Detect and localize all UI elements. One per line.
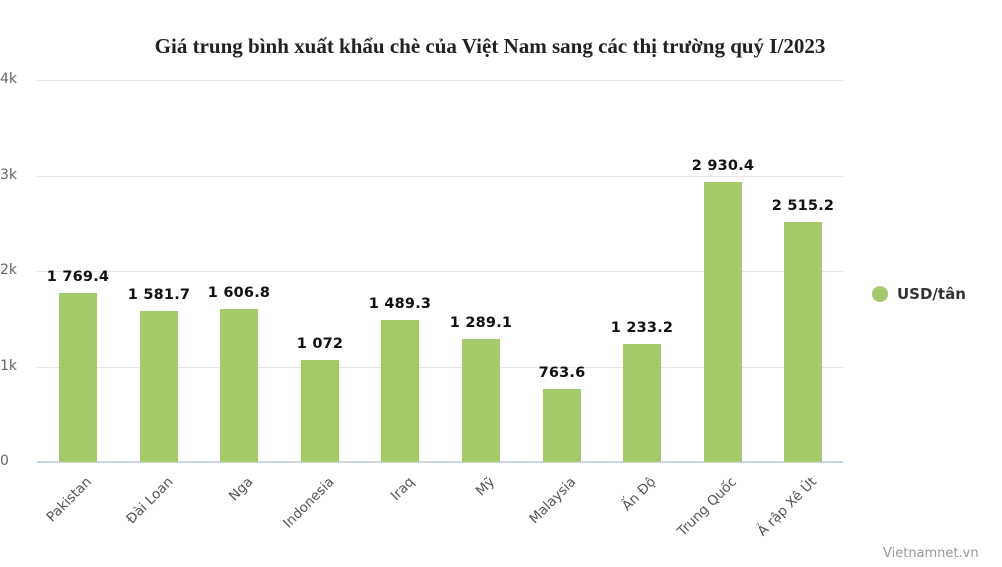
- legend-item-usd-tan[interactable]: USD/tân: [872, 285, 966, 303]
- gridline: [37, 367, 843, 368]
- bar[interactable]: [220, 309, 258, 462]
- bar[interactable]: [784, 222, 822, 462]
- bar[interactable]: [140, 311, 178, 462]
- bar[interactable]: [381, 320, 419, 462]
- y-axis-tick-label: 0: [0, 453, 9, 469]
- legend-marker-icon: [872, 286, 888, 302]
- x-axis-category-label: Nga: [225, 474, 257, 505]
- x-axis-line: [37, 461, 843, 463]
- y-axis-tick-label: 3k: [0, 167, 18, 183]
- y-axis-tick-label: 2k: [0, 262, 18, 278]
- data-label: 2 930.4: [691, 158, 755, 174]
- bar[interactable]: [543, 389, 581, 462]
- bar[interactable]: [623, 344, 661, 462]
- chart-title: Giá trung bình xuất khẩu chè của Việt Na…: [154, 34, 826, 58]
- bar[interactable]: [59, 293, 97, 462]
- data-label: 2 515.2: [771, 198, 835, 214]
- gridline: [37, 271, 843, 272]
- x-axis-category-label: Mỹ: [472, 474, 498, 500]
- x-axis-category-label: Trung Quốc: [674, 474, 740, 540]
- x-axis-category-label: Indonesia: [280, 474, 338, 532]
- source-credit: Vietnamnet.vn: [883, 546, 979, 561]
- data-label: 1 769.4: [46, 269, 110, 285]
- y-axis-tick-label: 1k: [0, 358, 18, 374]
- data-label: 763.6: [538, 365, 586, 381]
- x-axis-category-label: Pakistan: [43, 474, 95, 526]
- bar[interactable]: [301, 360, 339, 462]
- data-label: 1 072: [296, 336, 344, 352]
- bar[interactable]: [704, 182, 742, 462]
- bar[interactable]: [462, 339, 500, 462]
- data-label: 1 489.3: [368, 296, 432, 312]
- data-label: 1 233.2: [610, 320, 674, 336]
- data-label: 1 606.8: [207, 285, 271, 301]
- x-axis-category-label: Đài Loan: [123, 474, 177, 528]
- x-axis-category-label: Malaysia: [526, 474, 580, 528]
- x-axis-category-label: Iraq: [387, 474, 418, 504]
- data-label: 1 581.7: [127, 287, 191, 303]
- legend-label: USD/tân: [897, 285, 966, 303]
- gridline: [37, 80, 843, 81]
- data-label: 1 289.1: [449, 315, 513, 331]
- x-axis-category-label: Ấn Độ: [618, 474, 660, 515]
- gridline: [37, 176, 843, 177]
- x-axis-category-label: Ả rập Xê Út: [754, 474, 820, 540]
- y-axis-tick-label: 4k: [0, 71, 18, 87]
